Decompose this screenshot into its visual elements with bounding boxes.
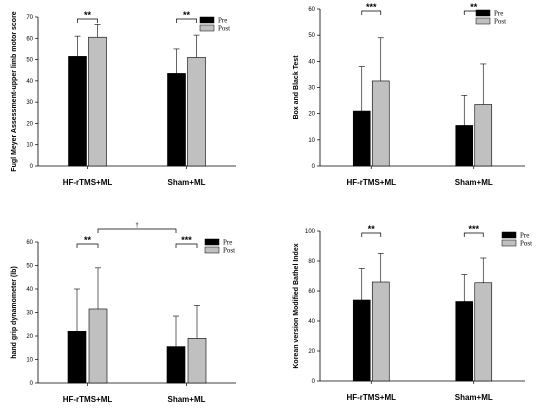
between-group-bracket [97,228,177,233]
significance-bracket [361,10,382,15]
y-tick-label: 40 [308,319,315,325]
y-tick-label: 60 [26,240,33,246]
bar-post [187,57,206,167]
legend-label: Pre [218,17,227,25]
bar-post [88,36,107,167]
significance-bracket [463,232,484,237]
y-tick-label: 30 [26,100,33,106]
legend-swatch-post [501,239,517,247]
bar-post [474,282,493,382]
legend-swatch-post [204,246,220,254]
significance-bracket [176,18,197,23]
significance-marker: ** [183,10,191,20]
legend-swatch-pre [199,16,215,24]
bar-post [187,338,207,384]
y-tick-label: 80 [308,259,315,265]
y-tick-label: 10 [26,143,33,149]
y-tick-label: 50 [308,33,315,39]
legend-swatch-pre [501,231,517,239]
bar-post [88,308,108,384]
y-tick-label: 30 [26,311,33,317]
legend-swatch-post [475,17,491,25]
legend-label: Post [218,25,230,33]
y-tick-label: 60 [308,7,315,13]
legend-swatch-pre [204,238,220,246]
x-category-label: Sham+ML [455,178,493,187]
y-tick-label: 0 [312,379,316,385]
y-tick-label: 0 [30,381,34,387]
y-tick-label: 30 [308,86,315,92]
y-axis-label: Box and Black Test [293,55,300,120]
bar-post [474,104,493,167]
y-tick-label: 20 [308,112,315,118]
y-tick-label: 50 [26,58,33,64]
legend-label: Pre [520,232,529,240]
x-category-label: HF-rTMS+ML [63,395,113,404]
y-axis-label: Korean version Modified Bathel Index [293,243,300,368]
significance-marker: *** [366,2,377,12]
legend-label: Pre [494,10,503,18]
legend-label: Pre [223,239,232,247]
significance-marker: *** [468,224,479,234]
chart-panel-1: 0 10 20 30 40 50 60 70 Fugl Meyer Assessment-upp… [11,10,236,187]
x-category-label: HF-rTMS+ML [63,178,113,187]
y-tick-label: 40 [308,59,315,65]
y-tick-label: 0 [30,164,34,170]
bar-pre [352,110,371,167]
bar-pre [67,330,87,384]
y-tick-label: 20 [308,349,315,355]
significance-bracket [361,232,382,237]
bar-pre [455,125,474,167]
bar-post [371,80,390,167]
bar-pre [455,301,474,382]
significance-marker: ** [84,10,92,20]
y-tick-label: 20 [26,121,33,127]
legend-label: Post [494,18,506,26]
y-tick-label: 20 [26,334,33,340]
x-category-label: Sham+ML [167,395,205,404]
y-tick-label: 0 [312,164,316,170]
significance-marker: ** [368,224,376,234]
bar-pre [68,56,87,167]
y-tick-label: 40 [26,287,33,293]
bar-pre [352,299,371,382]
significance-marker: *** [181,235,192,245]
x-category-label: Sham+ML [167,178,205,187]
chart-panel-4: 0 20 40 60 80 100 Korean version Modified Bath… [293,224,532,402]
legend-swatch-pre [475,9,491,17]
chart-panel-3: 0 10 20 30 40 50 60 hand grip dynamometer (lb) H… [11,223,236,404]
x-category-label: HF-rTMS+ML [346,393,396,402]
y-tick-label: 60 [308,289,315,295]
x-category-label: HF-rTMS+ML [346,178,396,187]
significance-bracket [175,243,198,248]
significance-marker: ** [84,235,92,245]
y-tick-label: 10 [26,358,33,364]
bar-post [371,281,390,382]
legend-swatch-post [199,24,215,32]
y-tick-label: 50 [26,264,33,270]
y-tick-label: 40 [26,79,33,85]
significance-bracket [76,243,99,248]
y-tick-label: 100 [305,229,316,235]
y-tick-label: 60 [26,36,33,42]
y-axis-label: Fugl Meyer Assessment-upper limb motor s… [11,11,18,171]
bar-pre [166,346,186,384]
y-axis-label: hand grip dynamometer (lb) [11,266,18,359]
between-group-marker: † [135,223,138,229]
bar-pre [167,73,186,167]
y-tick-label: 10 [308,138,315,144]
x-category-label: Sham+ML [455,393,493,402]
significance-bracket [77,18,98,23]
legend-label: Post [223,247,235,255]
chart-panel-2: 0 10 20 30 40 50 60 Box and Black Test HF-rTMS+M… [293,2,525,187]
y-tick-label: 70 [26,15,33,21]
significance-marker: ** [470,2,478,12]
legend-label: Post [520,240,532,248]
